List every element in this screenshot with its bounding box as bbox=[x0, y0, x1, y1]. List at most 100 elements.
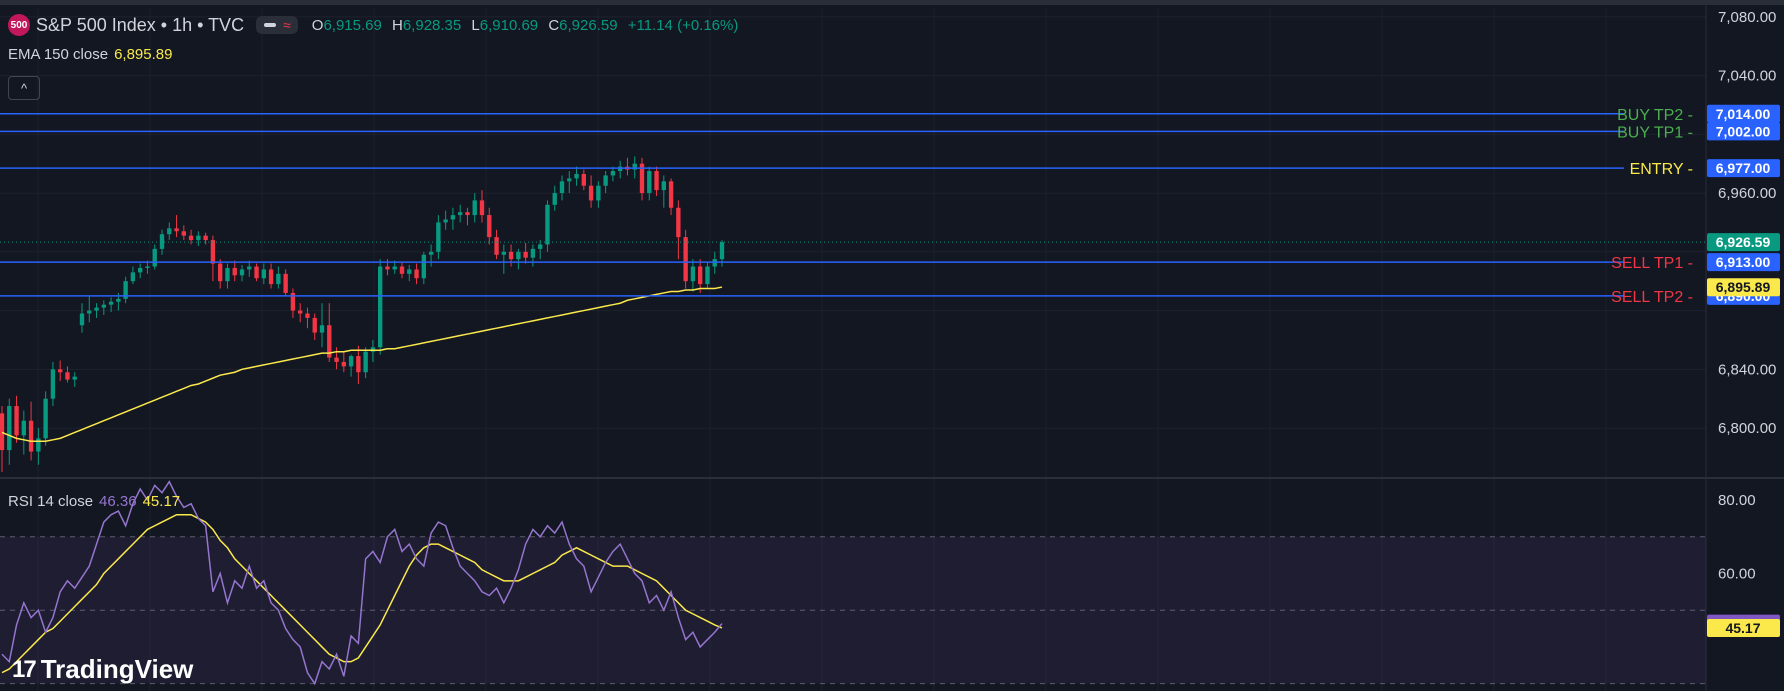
candle-body bbox=[247, 266, 252, 270]
price-tick-label: 6,840.00 bbox=[1718, 361, 1776, 378]
candle bbox=[414, 263, 419, 285]
candle-body bbox=[465, 212, 470, 216]
rsi-ma-line bbox=[1, 513, 723, 674]
candle-body bbox=[501, 251, 506, 255]
price-tag-label: 7,002.00 bbox=[1716, 123, 1771, 139]
candle bbox=[28, 401, 34, 461]
candle-body bbox=[225, 267, 230, 282]
candle bbox=[130, 266, 136, 285]
candle bbox=[65, 366, 70, 383]
high-value: 6,928.35 bbox=[402, 16, 462, 34]
level-label-sell-tp1: SELL TP1 - bbox=[1611, 255, 1693, 272]
candle-body bbox=[698, 266, 703, 285]
candle-body bbox=[610, 171, 616, 176]
candle bbox=[407, 265, 412, 282]
ema-legend[interactable]: EMA 150 close 6,895.89 bbox=[8, 46, 172, 63]
candle bbox=[43, 391, 48, 446]
candle bbox=[123, 276, 128, 304]
candle-body bbox=[545, 204, 550, 245]
level-lines: BUY TP2 -BUY TP1 - ENTRY - SELL TP1 - SELL … bbox=[0, 107, 1693, 306]
change-value: +11.14 (+0.16%) bbox=[627, 16, 739, 34]
high-label: H bbox=[392, 16, 403, 34]
candle-body bbox=[421, 254, 426, 279]
rsi-legend-label: RSI 14 close bbox=[8, 493, 94, 510]
candle-body bbox=[334, 357, 339, 362]
tradingview-logo[interactable]: 17 TradingView bbox=[12, 654, 193, 685]
tradingview-wordmark: TradingView bbox=[40, 654, 194, 684]
price-tag-bg bbox=[1707, 278, 1780, 297]
candle bbox=[298, 303, 303, 323]
price-tag-bg bbox=[1707, 253, 1780, 272]
candle-body bbox=[632, 163, 637, 170]
candle-body bbox=[356, 356, 361, 373]
price-tag-label: 6,926.59 bbox=[1716, 234, 1771, 250]
candle-body bbox=[436, 222, 441, 252]
candle-body bbox=[705, 266, 710, 285]
candle bbox=[58, 360, 63, 382]
price-tag-label: 6,913.00 bbox=[1716, 254, 1771, 270]
candle bbox=[261, 263, 266, 285]
candle-body bbox=[276, 273, 281, 285]
low-label: L bbox=[471, 16, 480, 34]
candle-body bbox=[290, 292, 296, 311]
candle bbox=[94, 303, 99, 318]
candle-body bbox=[588, 185, 594, 201]
price-tick-label: 6,800.00 bbox=[1718, 420, 1776, 437]
candle bbox=[167, 222, 172, 241]
candle bbox=[327, 303, 332, 362]
close-value: 6,926.59 bbox=[559, 16, 618, 34]
candle bbox=[378, 259, 383, 355]
level-price-tag: 6,977.00 bbox=[1707, 159, 1780, 178]
ohlc-values: O6,915.69 H6,928.35 L6,910.69 C6,926.59 … bbox=[312, 17, 745, 34]
candle bbox=[618, 160, 623, 179]
candle bbox=[552, 185, 557, 211]
candle bbox=[290, 288, 296, 318]
candle-body bbox=[392, 266, 397, 270]
candle bbox=[276, 266, 281, 289]
candle bbox=[538, 240, 543, 260]
collapse-legend-button[interactable]: ^ bbox=[8, 76, 40, 100]
candle bbox=[494, 229, 499, 260]
rsi-ma-legend-value: 45.17 bbox=[142, 493, 181, 510]
rsi-line bbox=[1, 480, 723, 686]
candle-body bbox=[210, 240, 216, 264]
approx-icon: ≈ bbox=[283, 17, 291, 33]
candle-body bbox=[130, 272, 136, 282]
candle bbox=[567, 171, 572, 194]
candle-body bbox=[487, 215, 492, 238]
candle-body bbox=[0, 413, 5, 451]
level-label-entry: ENTRY - bbox=[1630, 161, 1693, 178]
candle-body bbox=[79, 313, 85, 326]
candle bbox=[501, 244, 506, 274]
candle bbox=[247, 260, 252, 277]
candle bbox=[676, 200, 681, 260]
candle bbox=[87, 295, 92, 323]
candle bbox=[312, 313, 317, 340]
top-border bbox=[0, 0, 1784, 5]
candle bbox=[625, 157, 630, 176]
low-value: 6,910.69 bbox=[479, 16, 539, 34]
candle bbox=[334, 347, 339, 370]
market-status-pill[interactable]: ≈ bbox=[256, 16, 298, 34]
candle-body bbox=[378, 266, 383, 348]
symbol-title[interactable]: S&P 500 Index • 1h • TVC bbox=[36, 14, 245, 35]
candle-body bbox=[21, 420, 26, 436]
candle-body bbox=[450, 215, 456, 220]
candle bbox=[108, 297, 114, 313]
price-tag-label: 6,977.00 bbox=[1716, 160, 1771, 176]
candle bbox=[268, 263, 274, 289]
candle-body bbox=[414, 269, 419, 279]
candle bbox=[225, 263, 230, 289]
candle-body bbox=[472, 200, 477, 216]
rsi-legend[interactable]: RSI 14 close 46.36 45.17 bbox=[8, 493, 180, 510]
price-tag-label: 6,895.89 bbox=[1716, 279, 1771, 295]
candle-body bbox=[574, 173, 579, 179]
candle bbox=[436, 215, 441, 260]
candle-body bbox=[7, 406, 12, 451]
candle-body bbox=[428, 251, 434, 255]
candle-body bbox=[138, 267, 143, 273]
candle-body bbox=[58, 369, 63, 373]
candle bbox=[508, 244, 514, 267]
candle bbox=[7, 398, 12, 465]
